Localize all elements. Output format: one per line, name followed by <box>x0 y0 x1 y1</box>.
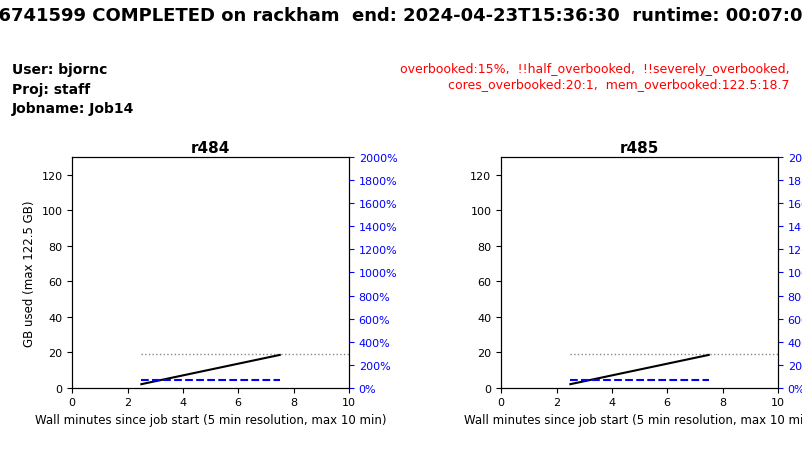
Text: overbooked:15%,  !!half_overbooked,  !!severely_overbooked,
cores_overbooked:20:: overbooked:15%, !!half_overbooked, !!sev… <box>400 63 790 91</box>
Text: User: bjornc
Proj: staff
Jobname: Job14: User: bjornc Proj: staff Jobname: Job14 <box>12 63 135 116</box>
X-axis label: Wall minutes since job start (5 min resolution, max 10 min): Wall minutes since job start (5 min reso… <box>464 413 802 426</box>
Title: r484: r484 <box>191 140 230 155</box>
X-axis label: Wall minutes since job start (5 min resolution, max 10 min): Wall minutes since job start (5 min reso… <box>34 413 387 426</box>
Text: 46741599 COMPLETED on rackham  end: 2024-04-23T15:36:30  runtime: 00:07:00: 46741599 COMPLETED on rackham end: 2024-… <box>0 7 802 25</box>
Y-axis label: GB used (max 122.5 GB): GB used (max 122.5 GB) <box>22 200 36 346</box>
Title: r485: r485 <box>620 140 659 155</box>
